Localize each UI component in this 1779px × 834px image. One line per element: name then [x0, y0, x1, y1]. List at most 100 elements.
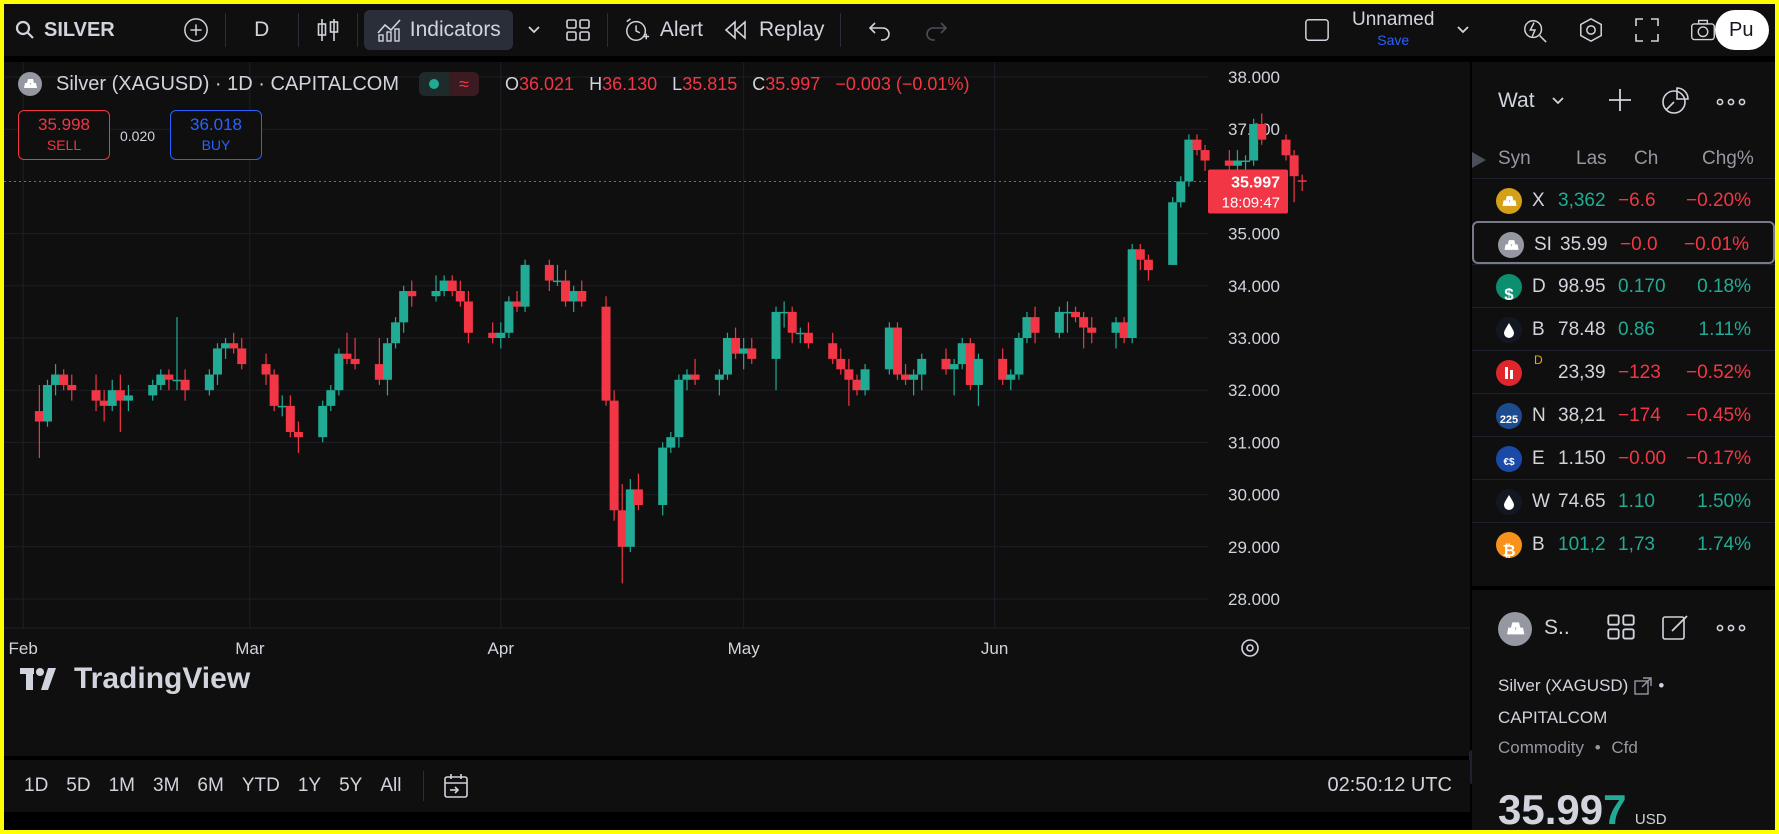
- external-link-icon[interactable]: [1634, 677, 1653, 695]
- candle-down: [293, 431, 303, 438]
- candle-up: [221, 343, 231, 349]
- advanced-view-pie-icon[interactable]: [1660, 86, 1690, 116]
- layout-save-link[interactable]: Save: [1377, 32, 1410, 48]
- watchlist-row[interactable]: X 3,362 −6.6 −0.20%: [1472, 178, 1775, 221]
- axis-settings-gear-center: [1246, 644, 1254, 652]
- details-name[interactable]: Silver (XAGUSD): [1498, 676, 1629, 695]
- indicators-dropdown[interactable]: [513, 10, 555, 50]
- chart-type-button[interactable]: [305, 10, 351, 50]
- watchlist-panel: Wat Syn Las Ch Chg% X 3,362 −6.6 −0.20% SI 35…: [1472, 62, 1775, 833]
- candle-down: [1030, 317, 1040, 333]
- alert-button[interactable]: Alert: [614, 10, 713, 50]
- candle-up: [431, 291, 441, 297]
- chart-title[interactable]: Silver (XAGUSD) · 1D · CAPITALCOM: [56, 72, 399, 95]
- camera-icon: [1690, 17, 1716, 43]
- buy-button[interactable]: 36.018 BUY: [170, 110, 262, 160]
- col-change[interactable]: Ch: [1634, 148, 1659, 169]
- range-button-1y[interactable]: 1Y: [297, 775, 322, 796]
- redo-button[interactable]: [913, 10, 959, 50]
- snapshot-button[interactable]: [1680, 10, 1726, 50]
- more-options-icon[interactable]: [1716, 624, 1746, 632]
- details-category: Commodity • Cfd: [1498, 738, 1638, 757]
- price-axis-label: 29.000: [1228, 538, 1280, 557]
- add-symbol-plus-icon[interactable]: [1606, 86, 1634, 114]
- plus-circle-icon: [183, 17, 209, 43]
- drop-symbol-icon: [1496, 317, 1522, 343]
- compare-button[interactable]: [173, 10, 219, 50]
- interval-button[interactable]: D: [232, 10, 292, 50]
- quick-search-button[interactable]: [1512, 10, 1558, 50]
- candle-up: [1062, 311, 1072, 314]
- candle-down: [1135, 249, 1145, 260]
- range-button-1d[interactable]: 1D: [24, 775, 49, 796]
- range-button-6m[interactable]: 6M: [197, 775, 224, 796]
- edit-pencil-icon[interactable]: [1660, 612, 1690, 642]
- range-button-5d[interactable]: 5D: [66, 775, 91, 796]
- row-change: −123: [1618, 362, 1661, 383]
- range-button-3m[interactable]: 3M: [153, 775, 180, 796]
- divider: [423, 771, 425, 801]
- interval-label: D: [254, 18, 270, 41]
- row-change-pct: 1.11%: [1698, 319, 1751, 340]
- chart-panel[interactable]: 38.00037.00035.00034.00033.00032.00031.0…: [4, 62, 1470, 756]
- goto-date-button[interactable]: [442, 772, 470, 800]
- range-button-all[interactable]: All: [380, 775, 402, 796]
- market-status-pill[interactable]: ≈: [419, 72, 479, 96]
- col-symbol[interactable]: Syn: [1498, 148, 1531, 169]
- buy-price: 36.018: [190, 115, 242, 134]
- sell-button[interactable]: 35.998 SELL: [18, 110, 110, 160]
- templates-button[interactable]: [555, 10, 601, 50]
- chevron-down-icon[interactable]: [1551, 96, 1565, 106]
- layout-button[interactable]: Unnamed Save: [1294, 10, 1486, 50]
- col-last[interactable]: Las: [1576, 148, 1607, 169]
- watchlist-row[interactable]: €$ E 1.150 −0.00 −0.17%: [1472, 436, 1775, 479]
- candle-up: [107, 390, 117, 406]
- silver-symbol-icon: [1498, 232, 1524, 258]
- time-axis-label: Feb: [9, 639, 38, 658]
- undo-button[interactable]: [857, 10, 903, 50]
- candle-down: [180, 379, 190, 391]
- data-delay-icon: ≈: [449, 72, 479, 96]
- indicators-button[interactable]: Indicators: [363, 10, 513, 50]
- details-symbol[interactable]: S..: [1544, 616, 1570, 639]
- watchlist-row[interactable]: W 74.65 1.10 1.50%: [1472, 479, 1775, 522]
- date-range-bar: 1D 5D 1M 3M 6M YTD 1Y 5Y All 02:50:12 UTC: [4, 760, 1470, 812]
- settings-button[interactable]: [1568, 10, 1614, 50]
- replay-button[interactable]: Replay: [713, 10, 834, 50]
- watchlist-title[interactable]: Wat: [1498, 89, 1535, 112]
- candle-up: [1241, 160, 1251, 163]
- price-axis-label: 31.000: [1228, 433, 1280, 452]
- change-value: −0.003 (−0.01%): [835, 73, 970, 94]
- range-button-ytd[interactable]: YTD: [241, 775, 280, 796]
- candle-down: [1143, 259, 1153, 271]
- candle-up: [123, 395, 133, 401]
- watchlist-row[interactable]: B 78.48 0.86 1.11%: [1472, 307, 1775, 350]
- range-button-5y[interactable]: 5Y: [339, 775, 363, 796]
- details-exchange[interactable]: CAPITALCOM: [1498, 708, 1608, 727]
- more-options-icon[interactable]: [1716, 98, 1746, 106]
- watchlist-row[interactable]: ₿ B 101,2 1,73 1.74%: [1472, 522, 1775, 565]
- watchlist-row[interactable]: D 23,39 −123 −0.52%: [1472, 350, 1775, 393]
- symbol-search[interactable]: SILVER: [4, 10, 125, 50]
- row-symbol: D: [1532, 276, 1546, 297]
- candle-up: [156, 374, 166, 385]
- grid-layout-icon[interactable]: [1606, 612, 1636, 642]
- details-currency: USD: [1634, 811, 1667, 828]
- details-type: Commodity: [1498, 738, 1584, 757]
- utc-clock[interactable]: 02:50:12 UTC: [1327, 774, 1452, 796]
- fullscreen-button[interactable]: [1624, 10, 1670, 50]
- tradingview-logo[interactable]: TradingView: [20, 662, 250, 696]
- row-symbol: N: [1532, 405, 1546, 426]
- axis-settings-gear-icon[interactable]: [1241, 639, 1259, 657]
- candle-down: [115, 390, 125, 401]
- candlestick-chart[interactable]: 38.00037.00035.00034.00033.00032.00031.0…: [4, 62, 1470, 756]
- candle-down: [803, 332, 813, 344]
- col-change-pct[interactable]: Chg%: [1702, 148, 1754, 169]
- time-axis-label: Jun: [981, 639, 1008, 658]
- price-axis-label: 33.000: [1228, 329, 1280, 348]
- watchlist-row[interactable]: $ D 98.95 0.170 0.18%: [1472, 264, 1775, 307]
- range-button-1m[interactable]: 1M: [108, 775, 135, 796]
- watchlist-row[interactable]: 225 N 38,21 −174 −0.45%: [1472, 393, 1775, 436]
- watchlist-row[interactable]: SI 35.99 −0.0 −0.01%: [1472, 221, 1775, 264]
- publish-button[interactable]: Pu: [1715, 10, 1769, 50]
